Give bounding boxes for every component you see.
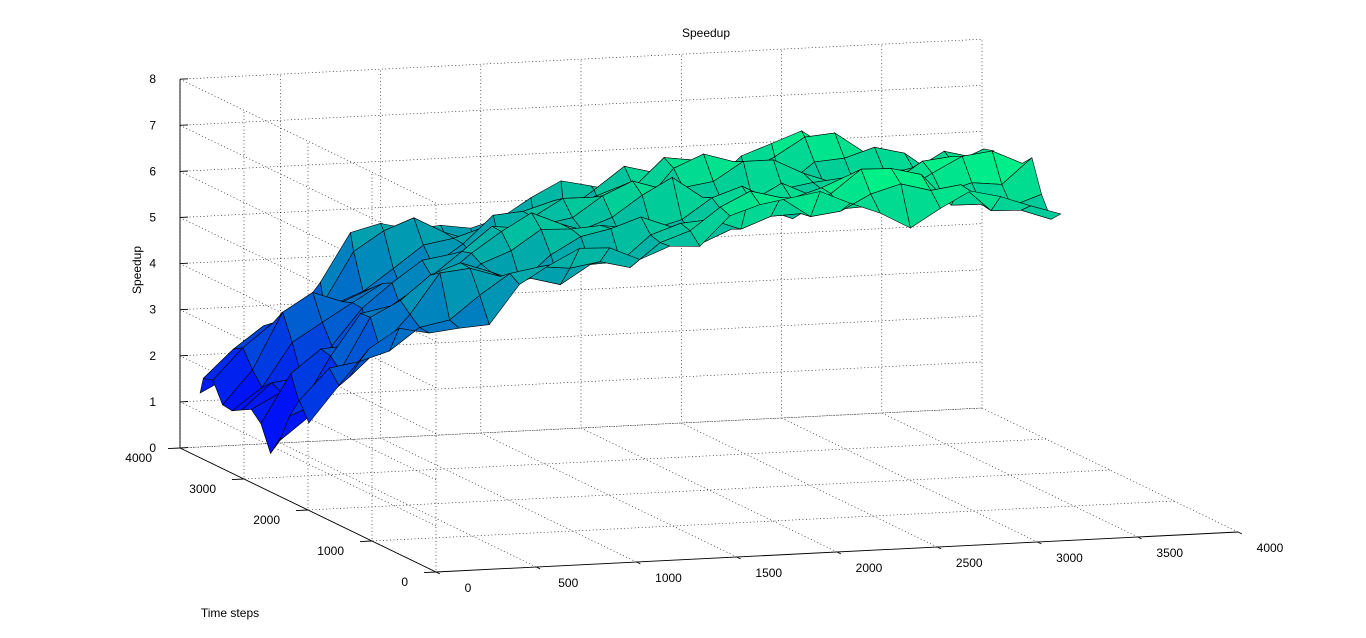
axis-tick-labels: 0 500 1000 1500 2000 2500 3000 3500 400001000200… [125,72,1283,595]
x-tick-mark [736,556,741,560]
grid-line-x [279,74,537,568]
y-tick-label: 1000 [317,544,344,558]
x-tick-mark [435,571,441,575]
y-tick-mark [359,540,373,543]
x-tick-label: 2000 [856,561,883,575]
x-tick-label: 3000 [1056,551,1083,565]
x-tick-label: 4000 [1257,541,1284,555]
x-tick-label: 1500 [755,566,782,580]
y-tick-label: 3000 [189,482,216,496]
y-tick-mark [423,571,437,574]
x-tick-mark [1137,536,1142,540]
x-tick-mark [636,561,641,565]
y-tick-mark [295,509,309,512]
z-tick-label: 5 [149,211,156,225]
chart-title: Speedup [682,26,730,40]
y-tick-mark [231,478,245,481]
grid-line-x [680,54,938,548]
x-tick-label: 2500 [956,556,983,570]
z-tick-label: 6 [149,164,156,178]
x-tick-label: 500 [558,576,578,590]
x-tick-mark [836,551,842,555]
x-tick-mark [1037,541,1042,545]
z-tick-label: 0 [149,441,156,455]
grid-line-x [881,44,1138,538]
y-axis-label: Time steps [201,606,259,620]
y-tick-label: 0 [401,575,408,589]
surface-patch [298,367,340,424]
grid-line-x [480,64,737,558]
grid-line-x [981,39,1239,533]
x-tick-label: 1000 [655,571,682,585]
x-tick-mark [937,546,942,550]
x-tick-mark [1237,531,1243,535]
x-tick-mark [536,566,541,570]
z-tick-label: 1 [149,395,156,409]
x-tick-label: 0 [465,581,472,595]
y-tick-label: 2000 [253,513,280,527]
z-tick-label: 2 [149,349,156,363]
z-tick-label: 3 [149,303,156,317]
y-tick-mark [167,447,181,450]
speedup-surface [199,130,1062,455]
x-tick-label: 3500 [1156,546,1183,560]
z-tick-label: 7 [149,118,156,132]
z-tick-label: 8 [149,72,156,86]
z-axis-label: Speedup [130,246,144,294]
z-tick-label: 4 [149,257,156,271]
y-tick-label: 4000 [125,451,152,465]
grid-line-z [179,407,983,573]
grid-line-x [580,59,838,553]
grid-line-x [781,49,1038,543]
